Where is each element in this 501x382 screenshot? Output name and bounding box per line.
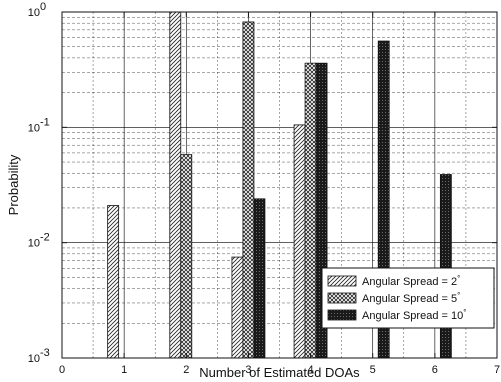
y-axis-title: Probability: [6, 154, 21, 215]
x-tick-label: 4: [308, 364, 314, 376]
y-tick-exponent: -3: [40, 347, 50, 359]
y-tick-exponent: -2: [40, 232, 50, 244]
x-tick-label: 7: [494, 364, 500, 376]
y-tick-label: 10: [28, 353, 40, 365]
y-tick-label: 10: [28, 7, 40, 19]
legend-entry: Angular Spread = 2°: [362, 274, 460, 288]
legend-swatch: [327, 292, 357, 304]
legend: Angular Spread = 2° Angular Spread = 5° An…: [321, 267, 495, 329]
legend-entry: Angular Spread = 5°: [362, 291, 460, 305]
bar: [304, 62, 317, 359]
bar: [107, 205, 120, 359]
bar: [169, 11, 182, 359]
y-tick-label: 10: [28, 238, 40, 250]
y-tick-exponent: 0: [40, 1, 46, 13]
bar: [180, 154, 193, 359]
legend-entry: Angular Spread = 10°: [362, 308, 466, 322]
y-tick-label: 10: [28, 122, 40, 134]
x-tick-label: 3: [245, 364, 251, 376]
bar: [242, 21, 255, 359]
y-tick-exponent: -1: [40, 116, 50, 128]
x-tick-label: 6: [432, 364, 438, 376]
legend-swatch: [327, 309, 357, 321]
plot-area-frame: [61, 11, 498, 359]
x-tick-label: 2: [183, 364, 189, 376]
bar: [293, 124, 306, 359]
legend-swatch: [327, 275, 357, 287]
bar: [439, 174, 452, 359]
bar: [231, 256, 244, 359]
x-tick-label: 0: [59, 364, 65, 376]
bar: [253, 198, 266, 359]
x-tick-label: 5: [370, 364, 376, 376]
x-axis-title: Number of Estimated DOAs: [199, 365, 360, 380]
x-tick-label: 1: [121, 364, 127, 376]
